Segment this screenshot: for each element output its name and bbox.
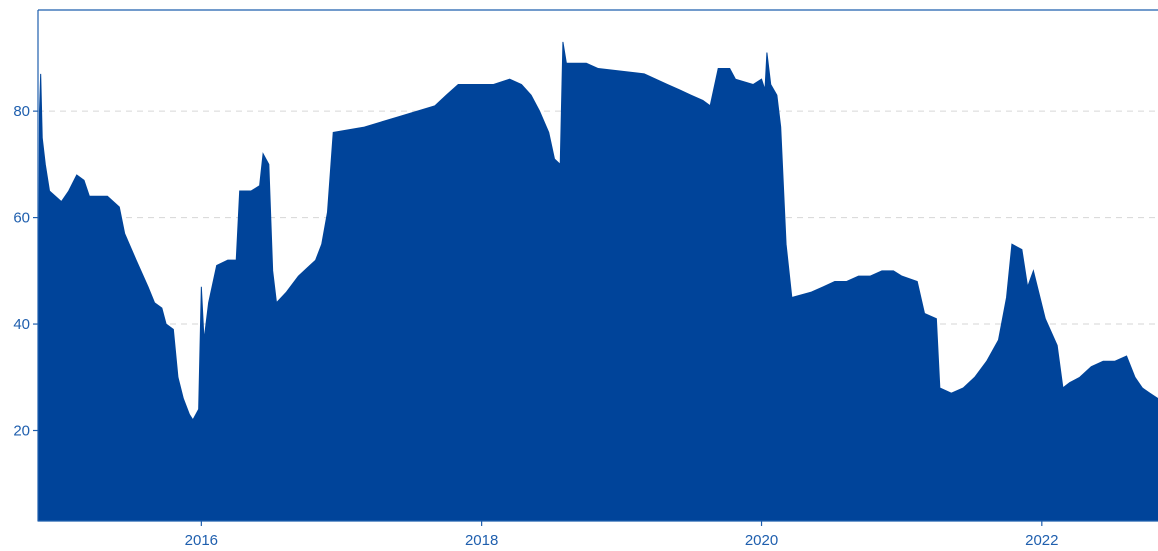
y-tick-label-20: 20 (13, 423, 30, 440)
axes (37, 9, 1158, 522)
x-tick-label-2022: 2022 (1025, 532, 1058, 549)
x-tick-label-2018: 2018 (465, 532, 498, 549)
y-axis-ticks: 20 40 60 80 (13, 103, 38, 440)
y-tick-label-80: 80 (13, 103, 30, 120)
x-tick-label-2020: 2020 (745, 532, 778, 549)
plot-area (37, 41, 1158, 522)
x-axis-ticks: 2016 2018 2020 2022 (185, 521, 1059, 549)
y-tick-label-60: 60 (13, 210, 30, 227)
area-series (37, 41, 1158, 522)
x-tick-label-2016: 2016 (185, 532, 218, 549)
y-tick-label-40: 40 (13, 316, 30, 333)
